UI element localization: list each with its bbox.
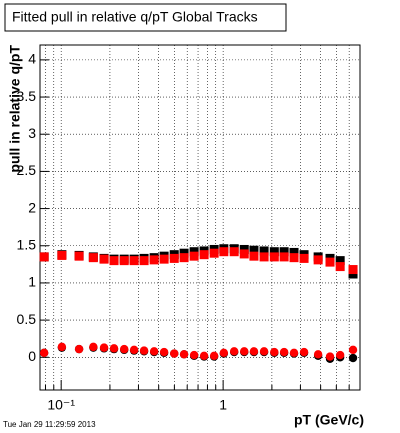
marker [39,252,49,262]
marker [335,262,345,272]
x-tick-label: 1 [219,397,227,413]
marker [259,252,269,262]
marker [313,350,323,359]
marker [57,342,67,352]
marker [325,257,335,267]
marker [189,350,199,360]
y-tick-label: 3 [28,125,36,141]
marker [89,342,98,352]
marker [335,350,345,360]
marker [129,256,139,266]
marker [109,344,119,353]
marker [99,343,109,352]
marker [179,253,189,263]
marker [120,344,129,354]
marker [139,346,149,355]
marker [159,254,169,264]
marker [299,347,309,357]
marker [269,247,279,257]
marker [149,255,159,265]
marker [88,253,98,263]
marker [229,347,239,356]
marker [219,348,229,358]
y-tick-label: 1 [28,274,36,290]
y-tick-label: 1.5 [17,236,37,252]
marker [39,348,49,358]
marker [240,347,249,356]
marker [179,350,189,359]
marker [259,347,269,356]
plot-border [39,44,361,391]
title-box [4,3,287,32]
marker [325,352,335,361]
marker [209,248,219,258]
marker [279,252,289,262]
marker [348,353,358,363]
y-axis-title: pull in relative q/pT [7,45,23,173]
marker [74,344,84,354]
y-tick-label: 2 [28,199,36,215]
marker [289,253,299,263]
marker [209,351,219,360]
marker [170,349,179,358]
marker [299,253,309,263]
marker [348,345,358,355]
x-axis-title: pT (GeV/c) [294,412,364,428]
marker [129,345,139,355]
marker [57,250,67,260]
marker [335,256,345,266]
marker [229,247,239,257]
plot-frame [40,45,360,390]
marker [139,256,149,266]
marker [348,265,358,275]
marker [249,245,259,255]
marker [159,347,169,357]
marker [169,253,179,263]
marker [219,247,229,257]
y-tick-label: 0.5 [17,311,37,327]
y-tick-label: 3.5 [17,88,37,104]
marker [199,250,209,260]
marker [289,247,299,257]
y-tick-label: 4 [28,51,36,67]
marker [269,252,279,262]
marker [109,256,119,266]
marker [149,347,159,356]
marker [249,251,259,261]
marker [270,347,279,357]
marker [279,247,289,257]
marker [313,255,323,265]
marker [189,251,199,261]
marker [119,256,129,266]
x-tick-label: 10⁻¹ [47,397,75,413]
marker [279,347,289,357]
marker [199,351,209,360]
y-tick-label: 0 [28,348,36,364]
marker [249,347,259,356]
timestamp: Tue Jan 29 11:29:59 2013 [3,420,96,429]
chart-title: Fitted pull in relative q/pT Global Trac… [12,9,258,25]
marker [259,246,269,256]
marker [289,348,299,358]
marker [74,251,84,261]
marker [99,254,109,264]
marker [239,249,249,259]
y-tick-label: 2.5 [17,162,37,178]
